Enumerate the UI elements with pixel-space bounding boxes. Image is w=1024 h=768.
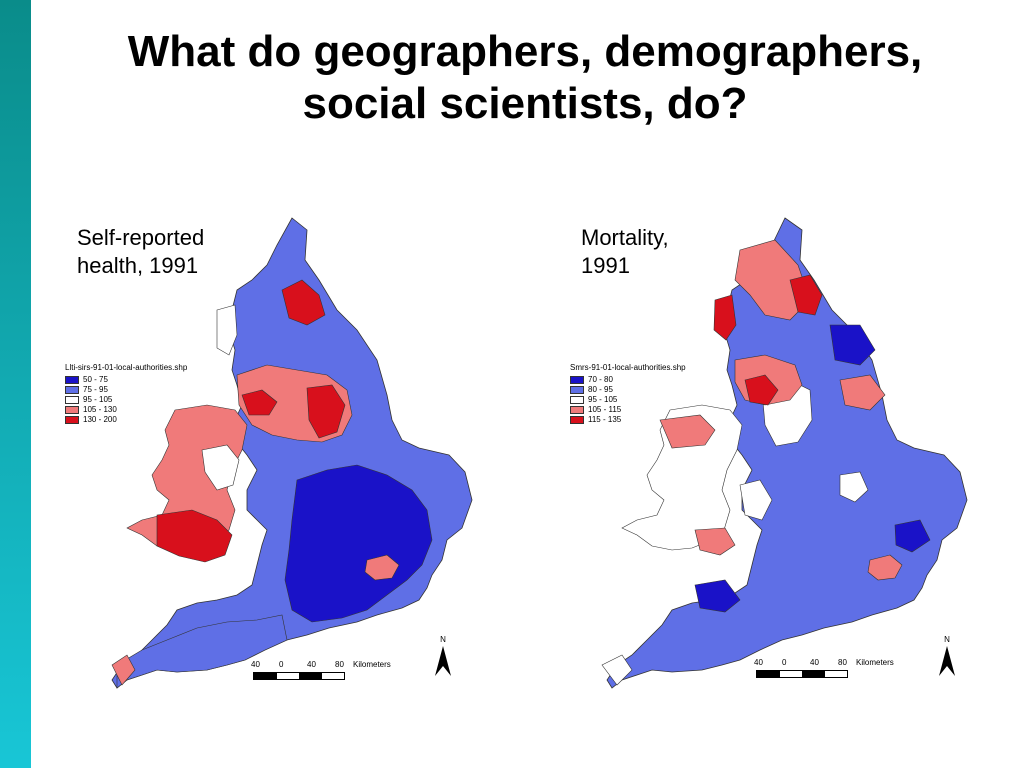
southwest-region <box>116 614 288 689</box>
scale-tick: 80 <box>335 660 344 669</box>
south-wales-region <box>156 509 233 563</box>
scale-bar-health: 40 0 40 80 Kilometers <box>251 660 391 680</box>
legend-item: 95 - 105 <box>65 395 187 405</box>
south-yorkshire-region <box>306 384 346 439</box>
legend-label: 80 - 95 <box>588 385 613 394</box>
cumbria-region <box>713 294 737 341</box>
scale-unit: Kilometers <box>353 660 391 669</box>
map-panel-health: Self-reported health, 1991 Llti-sirs-91-… <box>57 210 512 697</box>
legend-label: 50 - 75 <box>83 375 108 384</box>
neutral-region <box>839 471 869 503</box>
scale-bar-graphic <box>253 672 345 680</box>
london-region <box>364 554 400 581</box>
slide-title-line-2: social scientists, do? <box>302 79 748 128</box>
scale-tick: 40 <box>307 660 316 669</box>
scale-bar-mortality: 40 0 40 80 Kilometers <box>754 658 894 678</box>
legend-item: 115 - 135 <box>570 415 686 425</box>
england-wales-mortality-map <box>601 217 968 689</box>
north-label: N <box>440 635 446 644</box>
legend-item: 75 - 95 <box>65 385 187 395</box>
legend-swatch <box>570 416 584 424</box>
legend-label: 130 - 200 <box>83 415 117 424</box>
legend-item: 105 - 115 <box>570 405 686 415</box>
scale-tick: 0 <box>782 658 787 667</box>
slide-title: What do geographers, demographers, socia… <box>60 26 990 130</box>
map-label-mortality: Mortality, 1991 <box>581 224 669 280</box>
neutral-region <box>739 479 773 521</box>
legend-item: 70 - 80 <box>570 375 686 385</box>
east-riding-region <box>839 374 886 411</box>
south-wales-region <box>694 527 736 556</box>
legend-swatch <box>65 376 79 384</box>
northeast-region <box>281 279 326 326</box>
legend-label: 75 - 95 <box>83 385 108 394</box>
legend-label: 95 - 105 <box>588 395 618 404</box>
wales-region <box>621 404 743 551</box>
north-label: N <box>944 635 950 644</box>
cornwall-tip-region <box>111 654 136 686</box>
scale-unit: Kilometers <box>856 658 894 667</box>
legend-item: 50 - 75 <box>65 375 187 385</box>
north-arrow-icon: N <box>935 635 959 681</box>
legend-label: 105 - 115 <box>588 405 622 414</box>
london-region <box>867 554 903 581</box>
cornwall-region <box>601 654 633 686</box>
north-yorkshire-region <box>829 324 876 366</box>
legend-title: Llti-sirs-91-01-local-authorities.shp <box>65 363 188 372</box>
manchester-region <box>744 374 779 406</box>
map-legend-mortality: Smrs-91-01-local-authorities.shp 70 - 80… <box>570 363 686 425</box>
southeast-blue-region <box>894 519 931 553</box>
north-wales-region <box>659 414 716 449</box>
legend-label: 70 - 80 <box>588 375 613 384</box>
legend-label: 115 - 135 <box>588 415 622 424</box>
north-region <box>734 239 811 321</box>
scale-tick: 80 <box>838 658 847 667</box>
legend-label: 95 - 105 <box>83 395 113 404</box>
scale-tick: 40 <box>810 658 819 667</box>
legend-swatch <box>570 396 584 404</box>
map-legend-health: Llti-sirs-91-01-local-authorities.shp 50… <box>65 363 187 425</box>
scale-bar-graphic <box>756 670 848 678</box>
map-label-line-1: Mortality, <box>581 225 669 250</box>
map-panel-mortality: Mortality, 1991 Smrs-91-01-local-authori… <box>540 210 995 697</box>
legend-swatch <box>570 406 584 414</box>
legend-item: 105 - 130 <box>65 405 187 415</box>
scale-tick: 40 <box>251 660 260 669</box>
slide-title-line-1: What do geographers, demographers, <box>127 27 923 76</box>
legend-label: 105 - 130 <box>83 405 117 414</box>
map-label-line-1: Self-reported <box>77 225 205 250</box>
legend-swatch <box>570 376 584 384</box>
legend-item: 130 - 200 <box>65 415 187 425</box>
legend-item: 80 - 95 <box>570 385 686 395</box>
scale-tick: 40 <box>754 658 763 667</box>
england-wales-health-map <box>111 217 473 689</box>
devon-region <box>694 579 741 613</box>
north-arrow-icon: N <box>431 635 455 681</box>
legend-swatch <box>65 416 79 424</box>
manchester-region <box>241 389 278 416</box>
map-label-health: Self-reported health, 1991 <box>77 224 204 280</box>
legend-item: 95 - 105 <box>570 395 686 405</box>
legend-swatch <box>570 386 584 394</box>
southeast-region <box>284 464 433 623</box>
scale-tick: 0 <box>279 660 284 669</box>
mid-wales-region <box>201 444 240 491</box>
side-accent-bar <box>0 0 31 768</box>
map-label-line-2: health, 1991 <box>77 253 199 278</box>
map-label-line-2: 1991 <box>581 253 630 278</box>
legend-title: Smrs-91-01-local-authorities.shp <box>570 363 686 372</box>
northeast-region <box>789 274 823 316</box>
legend-swatch <box>65 396 79 404</box>
legend-swatch <box>65 406 79 414</box>
legend-swatch <box>65 386 79 394</box>
cumbria-region <box>216 304 238 356</box>
